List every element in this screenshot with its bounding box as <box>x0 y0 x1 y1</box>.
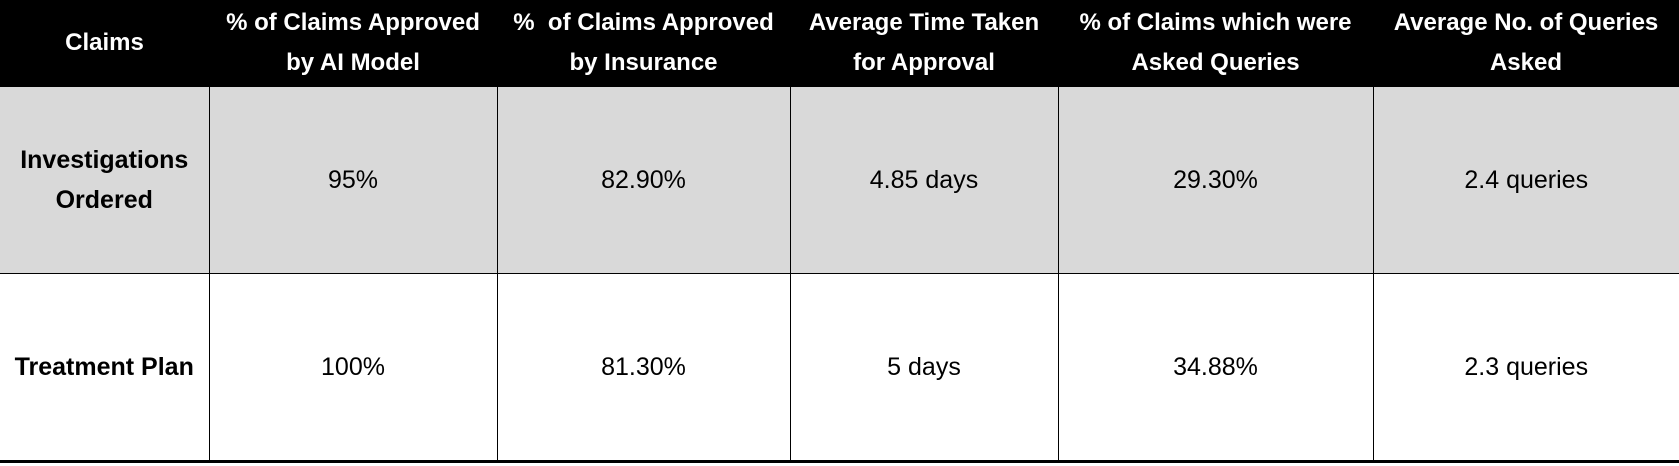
table-row: Treatment Plan 100% 81.30% 5 days 34.88% 2.3 … <box>0 273 1679 462</box>
data-cell: 5 days <box>789 273 1059 462</box>
data-cell: 2.4 queries <box>1372 86 1679 274</box>
cell-line: % of Claims which were <box>1079 9 1352 36</box>
header-cell: % of Claims which were Asked Queries <box>1058 0 1373 87</box>
header-cell: Claims <box>0 0 209 87</box>
cell-line: by AI Model <box>286 49 420 76</box>
table-row: Investigations Ordered 95% 82.90% 4.85 days 2… <box>0 86 1679 274</box>
header-row: Claims% of Claims Approved by AI Model% o… <box>0 0 1679 87</box>
header-cell: Average No. of Queries Asked <box>1373 0 1679 87</box>
cell-line: Asked Queries <box>1131 49 1300 76</box>
cell-line: for Approval <box>853 49 995 76</box>
cell-line: Asked <box>1489 49 1563 76</box>
cell-line: % of Claims Approved <box>226 9 480 36</box>
data-cell: 81.30% <box>496 273 791 462</box>
header-cell: Average Time Taken for Approval <box>790 0 1058 87</box>
data-cell: 2.3 queries <box>1372 273 1679 462</box>
cell-line: Investigations <box>20 146 189 174</box>
data-cell: 34.88% <box>1057 273 1374 462</box>
cell-line: by Insurance <box>569 49 718 76</box>
cell-line: Treatment Plan <box>14 353 194 381</box>
data-cell: 100% <box>208 273 498 462</box>
cell-line: % of Claims Approved <box>513 9 774 36</box>
data-cell: 95% <box>208 86 498 274</box>
data-cell: 29.30% <box>1057 86 1374 274</box>
cell-line: Average No. of Queries <box>1393 9 1659 36</box>
header-cell: % of Claims Approved by Insurance <box>497 0 790 87</box>
header-cell: % of Claims Approved by AI Model <box>209 0 497 87</box>
row-label: Investigations Ordered <box>0 86 210 274</box>
cell-line: Claims <box>65 29 144 56</box>
cell-line: Average Time Taken <box>808 9 1040 36</box>
data-cell: 4.85 days <box>789 86 1059 274</box>
data-cell: 82.90% <box>496 86 791 274</box>
cell-line: Ordered <box>55 186 153 214</box>
row-label: Treatment Plan <box>0 273 210 462</box>
table-body: Investigations Ordered 95% 82.90% 4.85 days 2… <box>0 86 1679 462</box>
